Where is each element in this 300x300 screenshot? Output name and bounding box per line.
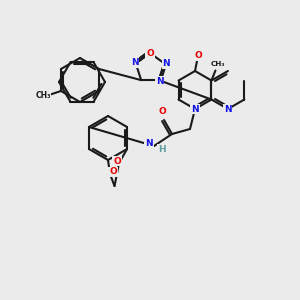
Text: N: N — [163, 59, 170, 68]
Text: N: N — [191, 104, 199, 113]
Text: H: H — [158, 145, 166, 154]
Text: N: N — [224, 104, 232, 113]
Text: O: O — [113, 157, 121, 166]
Text: N: N — [145, 140, 153, 148]
Text: O: O — [194, 52, 202, 61]
Text: O: O — [109, 167, 117, 176]
Text: CH₃: CH₃ — [210, 61, 225, 68]
Text: CH₃: CH₃ — [35, 91, 51, 100]
Text: O: O — [146, 49, 154, 58]
Text: N: N — [156, 76, 164, 85]
Text: N: N — [131, 58, 139, 67]
Text: O: O — [158, 107, 166, 116]
